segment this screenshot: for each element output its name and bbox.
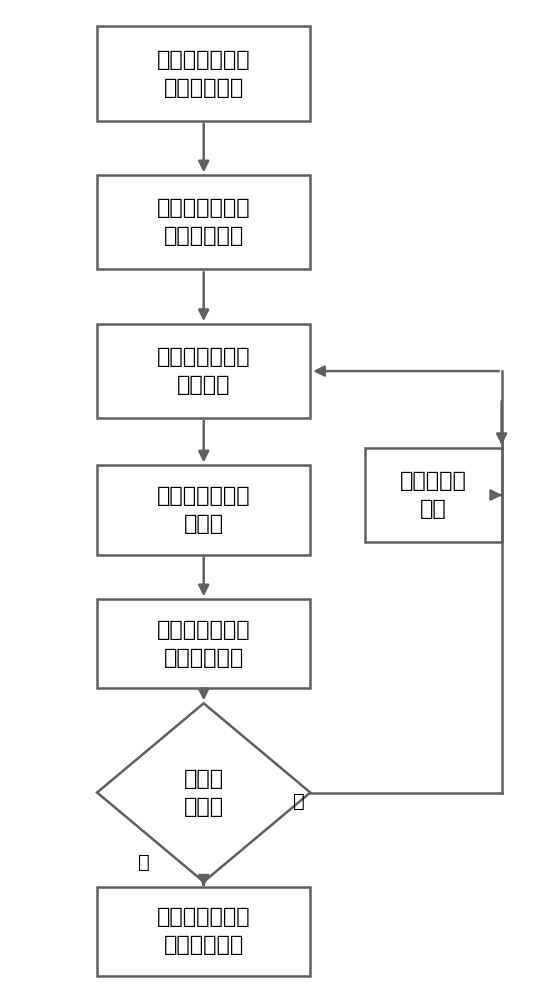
Text: 是: 是 (138, 852, 149, 871)
Bar (97, 599, 310, 688)
Text: 计算各粒子适应
度函数: 计算各粒子适应 度函数 (157, 486, 250, 534)
Bar (97, 175, 310, 269)
Bar (97, 324, 310, 418)
Text: 设置参数并初始
化粒子群参数: 设置参数并初始 化粒子群参数 (157, 198, 250, 246)
Text: 否: 否 (294, 792, 305, 811)
Text: 更新局部最优解
和全局最优解: 更新局部最优解 和全局最优解 (157, 620, 250, 668)
Bar (365, 448, 502, 542)
Polygon shape (97, 703, 310, 882)
Text: 生成探测设备可
监测任务序列: 生成探测设备可 监测任务序列 (157, 50, 250, 98)
Text: 根据解码算子解
码各粒子: 根据解码算子解 码各粒子 (157, 347, 250, 395)
Bar (97, 26, 310, 121)
Text: 达到最
大次数: 达到最 大次数 (184, 769, 224, 817)
Text: 更新粒子群
参数: 更新粒子群 参数 (400, 471, 467, 519)
Bar (97, 465, 310, 555)
Bar (97, 887, 310, 976)
Text: 生成优化的探测
设备监测序列: 生成优化的探测 设备监测序列 (157, 907, 250, 955)
